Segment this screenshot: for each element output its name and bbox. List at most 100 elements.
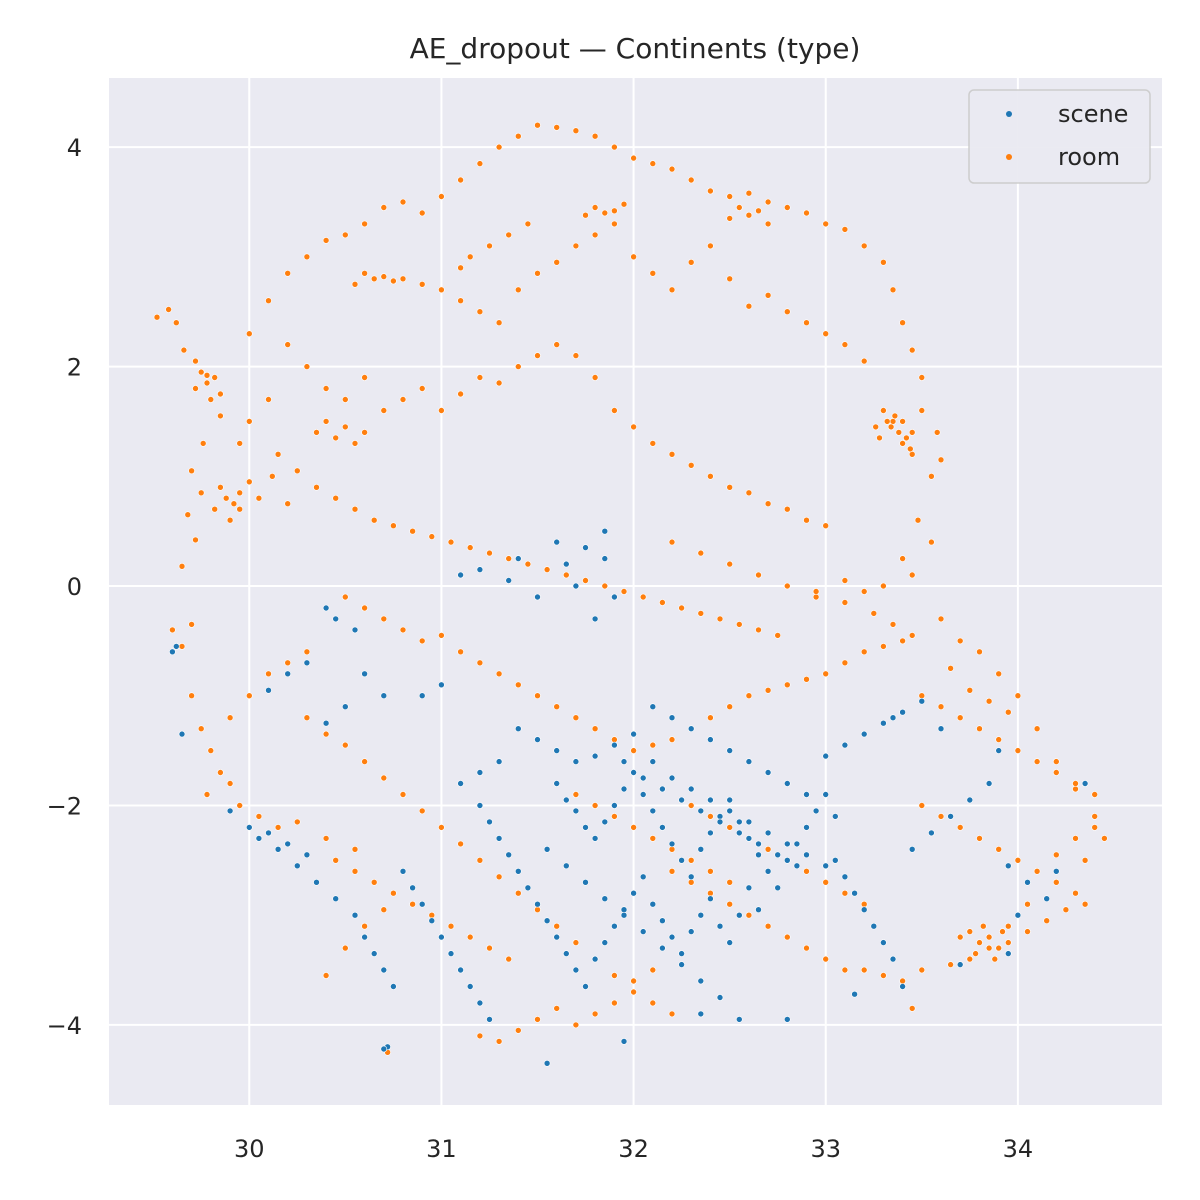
data-point-room	[764, 922, 772, 930]
data-point-scene	[630, 769, 637, 776]
series-room-points	[153, 121, 1108, 1056]
data-point-scene	[562, 862, 570, 870]
data-point-scene	[908, 845, 916, 853]
data-point-scene	[735, 1016, 743, 1023]
data-point-room	[572, 352, 580, 359]
data-point-room	[668, 450, 676, 458]
data-point-scene	[687, 873, 695, 881]
data-point-scene	[966, 796, 974, 804]
data-point-room	[889, 418, 897, 425]
data-point-scene	[783, 1016, 791, 1023]
data-point-room	[265, 670, 272, 678]
data-point-scene	[265, 829, 272, 837]
data-point-room	[322, 730, 330, 738]
data-point-room	[341, 423, 349, 431]
data-point-room	[466, 253, 474, 261]
data-point-room	[764, 198, 772, 206]
data-point-room	[514, 363, 522, 370]
data-point-room	[908, 450, 916, 458]
data-point-room	[649, 269, 657, 277]
data-point-room	[899, 418, 906, 425]
data-point-scene	[889, 714, 897, 722]
data-point-room	[755, 207, 762, 215]
data-point-room	[1004, 922, 1012, 930]
data-point-scene	[793, 862, 801, 870]
data-point-scene	[582, 983, 589, 990]
data-point-room	[351, 440, 359, 447]
data-point-room	[341, 231, 349, 239]
data-point-scene	[659, 917, 666, 925]
data-point-room	[370, 878, 378, 886]
data-point-room	[390, 889, 397, 897]
data-point-room	[428, 911, 436, 919]
data-point-scene	[745, 835, 753, 842]
data-point-scene	[438, 681, 445, 689]
data-point-room	[476, 160, 484, 167]
data-point-room	[659, 599, 666, 606]
data-point-scene	[745, 818, 753, 826]
data-point-scene	[668, 840, 676, 848]
data-point-scene	[880, 719, 887, 727]
data-point-room	[409, 900, 416, 908]
data-point-scene	[659, 824, 666, 831]
data-point-scene	[351, 911, 359, 919]
data-point-scene	[697, 1010, 705, 1018]
data-point-room	[880, 258, 887, 266]
data-point-room	[630, 423, 637, 431]
data-point-room	[274, 824, 282, 831]
data-point-room	[457, 390, 464, 398]
data-point-room	[341, 944, 349, 952]
data-point-scene	[524, 884, 532, 892]
data-point-room	[822, 670, 830, 678]
data-point-room	[534, 1016, 541, 1023]
data-point-scene	[572, 966, 580, 974]
data-point-room	[553, 1005, 561, 1012]
data-point-room	[707, 813, 714, 820]
data-point-scene	[293, 862, 301, 870]
data-point-room	[899, 977, 906, 985]
y-tick-label: 0	[67, 573, 82, 601]
data-point-room	[611, 220, 618, 228]
data-point-scene	[1004, 862, 1012, 870]
data-point-room	[726, 215, 734, 222]
data-point-room	[956, 637, 964, 645]
data-point-room	[937, 615, 945, 623]
data-point-scene	[649, 758, 657, 765]
data-point-scene	[562, 560, 570, 568]
data-point-scene	[822, 791, 830, 798]
data-point-room	[370, 516, 378, 524]
data-point-room	[409, 527, 416, 535]
data-point-scene	[937, 725, 945, 733]
data-point-room	[524, 220, 532, 228]
data-point-room	[1081, 900, 1089, 908]
y-tick-label: −2	[47, 792, 82, 820]
data-point-scene	[611, 922, 618, 930]
data-point-room	[332, 494, 340, 502]
data-point-room	[226, 714, 234, 722]
data-point-room	[976, 835, 983, 842]
data-point-scene	[860, 906, 868, 914]
data-point-room	[399, 396, 407, 403]
y-tick-label: 4	[67, 134, 82, 162]
data-point-room	[764, 291, 772, 299]
legend-marker-scene	[1006, 111, 1012, 117]
data-point-room	[447, 538, 455, 546]
data-point-room	[322, 835, 330, 842]
data-point-room	[188, 621, 195, 628]
data-point-room	[918, 692, 926, 700]
data-point-room	[418, 385, 426, 392]
data-point-scene	[783, 780, 791, 787]
data-point-room	[303, 714, 311, 722]
legend-marker-room	[1006, 154, 1012, 160]
data-point-scene	[630, 730, 637, 738]
data-point-room	[553, 703, 561, 711]
data-point-room	[188, 692, 195, 700]
data-point-room	[783, 204, 791, 211]
data-point-scene	[620, 758, 628, 765]
data-point-room	[822, 955, 830, 963]
data-point-scene	[745, 884, 753, 892]
data-point-scene	[255, 835, 263, 842]
data-point-room	[1033, 867, 1041, 875]
data-point-room	[1043, 917, 1050, 925]
data-point-scene	[591, 752, 599, 760]
